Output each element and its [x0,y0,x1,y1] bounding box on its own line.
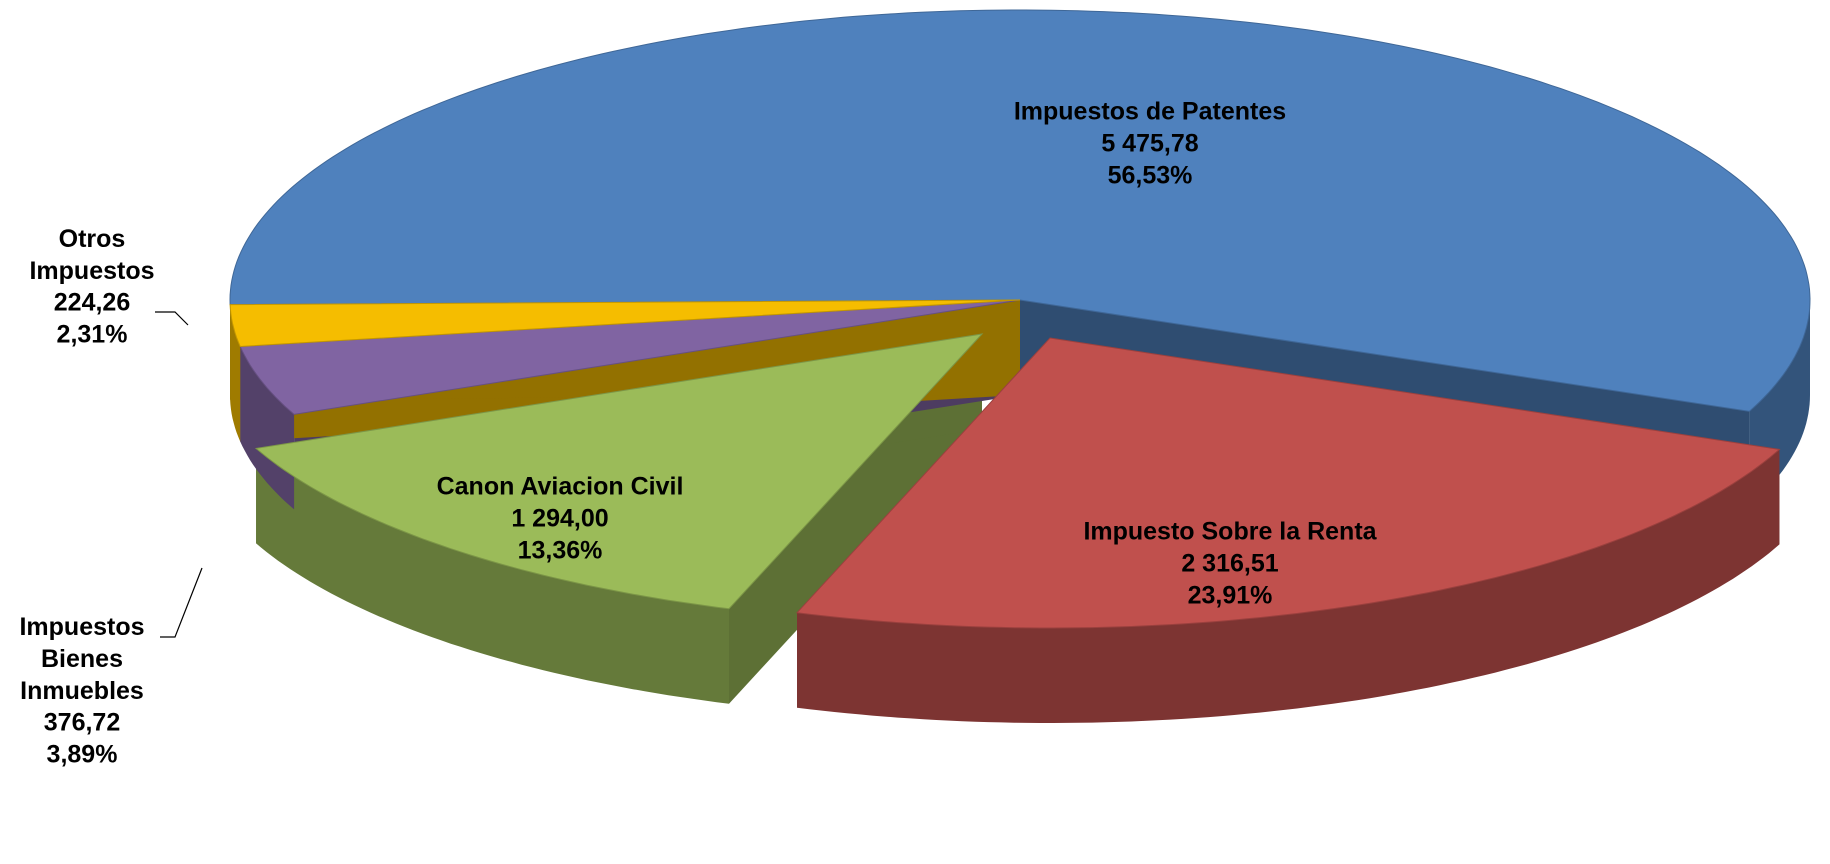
value-label: 1 294,00 [511,505,608,533]
slice-label: Otros Impuestos 224,26 2,31% [29,225,154,349]
slice-label: Impuestos Bienes Inmuebles 376,72 3,89% [19,613,144,769]
slice-label: Impuestos de Patentes 5 475,78 56,53% [1014,98,1286,190]
leader-line [160,567,203,638]
percent-label: 23,91% [1188,582,1273,610]
slice [239,299,1021,415]
slice [229,9,1811,412]
slice [229,299,1021,348]
category-label: Impuestos Bienes Inmuebles [19,613,144,705]
slice [254,333,984,610]
category-label: Otros Impuestos [29,225,154,285]
slice-side [256,448,729,704]
percent-label: 3,89% [47,741,118,769]
category-label: Canon Aviacion Civil [437,473,684,501]
category-label: Impuesto Sobre la Renta [1083,518,1377,546]
percent-label: 56,53% [1108,162,1193,190]
value-label: 2 316,51 [1181,550,1278,578]
slice-label: Canon Aviacion Civil 1 294,00 13,36% [437,473,684,565]
slice-side [230,304,241,442]
percent-label: 13,36% [518,537,603,565]
value-label: 5 475,78 [1101,130,1198,158]
value-label: 376,72 [44,709,120,737]
percent-label: 2,31% [57,321,128,349]
leader-line [155,311,189,326]
slice [795,337,1781,629]
category-label: Impuestos de Patentes [1014,98,1286,126]
value-label: 224,26 [54,289,130,317]
slice-side [240,346,295,510]
slice-label: Impuesto Sobre la Renta 2 316,51 23,91% [1083,518,1377,610]
slice-side [797,449,1780,723]
